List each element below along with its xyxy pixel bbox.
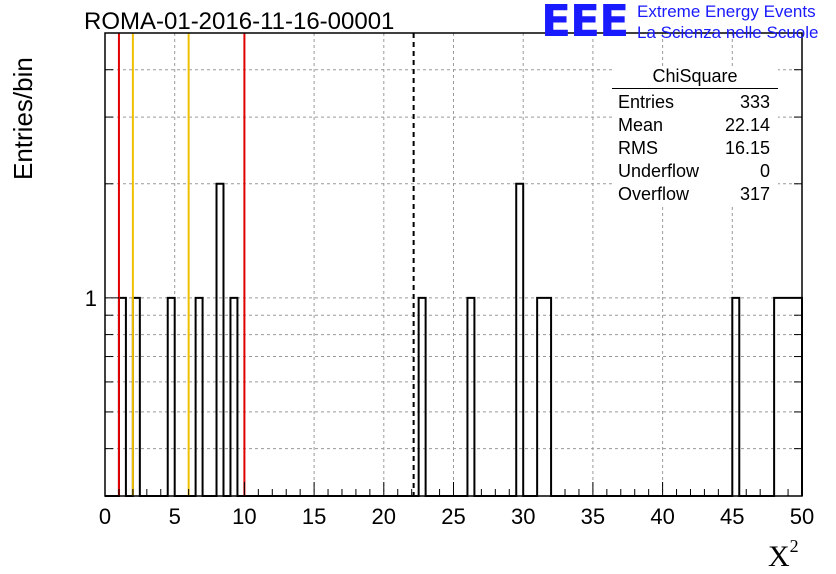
stats-value: 0 — [759, 161, 770, 181]
stats-label: RMS — [618, 138, 658, 158]
stats-label: Overflow — [618, 184, 690, 204]
histogram-bar — [795, 298, 802, 496]
stats-value: 317 — [739, 184, 770, 204]
y-axis-label: Entries/bin — [8, 57, 38, 180]
histogram-bar — [544, 298, 551, 496]
x-axis-label-superscript: 2 — [789, 536, 799, 556]
histogram-bar — [168, 298, 175, 496]
stats-value: 16.15 — [724, 138, 770, 158]
x-tick-label: 35 — [581, 504, 605, 529]
histogram-bar — [788, 298, 795, 496]
x-tick-label: 0 — [99, 504, 111, 529]
histogram-bar — [230, 298, 237, 496]
x-tick-label: 45 — [720, 504, 744, 529]
stats-title: ChiSquare — [612, 66, 778, 89]
histogram-bar — [781, 298, 788, 496]
x-axis-label-base: X — [768, 540, 790, 573]
x-tick-label: 5 — [169, 504, 181, 529]
logo-text-line2: La Scienza nelle Scuole — [637, 23, 819, 42]
stats-value: 22.14 — [724, 115, 770, 135]
stats-row-overflow: Overflow 317 — [612, 183, 778, 206]
histogram-bar — [516, 184, 523, 496]
histogram-bar — [467, 298, 474, 496]
stats-label: Mean — [618, 115, 664, 135]
logo-text-line1: Extreme Energy Events — [637, 2, 816, 21]
x-tick-label: 40 — [650, 504, 674, 529]
eee-logo: EEE — [541, 0, 629, 47]
x-tick-label: 50 — [790, 504, 814, 529]
stats-row-mean: Mean 22.14 — [612, 114, 778, 137]
x-tick-label: 10 — [232, 504, 256, 529]
histogram-bar — [774, 298, 781, 496]
x-tick-label: 20 — [372, 504, 396, 529]
x-tick-label: 25 — [441, 504, 465, 529]
histogram-bar — [217, 184, 224, 496]
histogram-bar — [133, 298, 140, 496]
histogram-bar — [537, 298, 544, 496]
histogram-bar — [196, 298, 203, 496]
histogram-bar — [419, 298, 426, 496]
stats-value: 333 — [739, 92, 770, 112]
stats-row-rms: RMS 16.15 — [612, 137, 778, 160]
stats-label: Entries — [618, 92, 675, 112]
stats-box: ChiSquare Entries 333 Mean 22.14 RMS 16.15 … — [612, 66, 778, 206]
histogram-bar — [732, 298, 739, 496]
y-tick-label: 1 — [85, 286, 97, 311]
x-axis-label: X2 — [768, 536, 799, 574]
stats-row-underflow: Underflow 0 — [612, 160, 778, 183]
histogram-bar — [119, 298, 126, 496]
stats-label: Underflow — [618, 161, 700, 181]
x-tick-label: 30 — [511, 504, 535, 529]
chart-title: ROMA-01-2016-11-16-00001 — [84, 8, 395, 35]
x-tick-label: 15 — [302, 504, 326, 529]
stats-row-entries: Entries 333 — [612, 91, 778, 114]
